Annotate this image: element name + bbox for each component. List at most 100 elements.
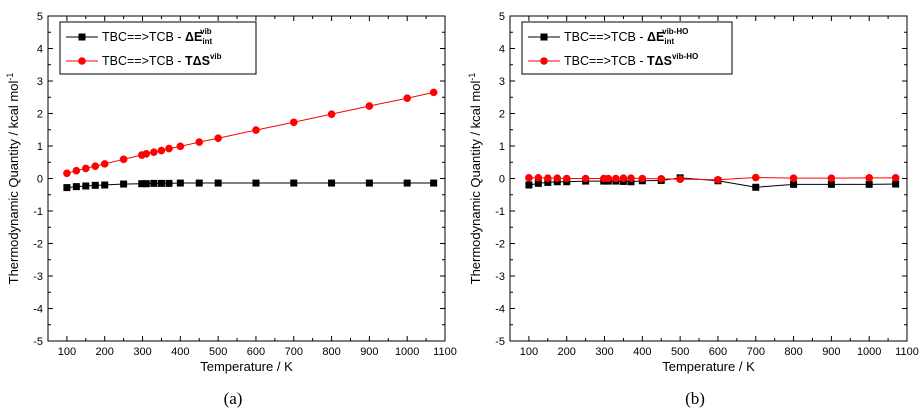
x-tick-label: 400 (633, 346, 651, 358)
y-axis-title-main: Thermodynamic Quantity / kcal mol (468, 81, 483, 285)
legend-label-plain: TBC==>TCB - (102, 54, 185, 68)
data-point (252, 126, 260, 134)
data-point (865, 174, 873, 182)
data-point (789, 174, 798, 182)
x-tick-label: 600 (709, 346, 727, 358)
data-point (827, 174, 836, 182)
y-tick-label: 3 (37, 76, 43, 88)
legend-label: TBC==>TCB - ΔEintvib-HO (564, 27, 688, 46)
data-point (892, 180, 900, 188)
y-tick-label: -1 (495, 206, 505, 218)
chart-panel-a: 100 200 300 400 500 600 700 800 900 1000 1100 -5 -4 -… (5, 11, 457, 374)
legend-label-symbol: ΔE (185, 30, 202, 44)
data-point (403, 94, 411, 103)
data-point (891, 174, 900, 182)
data-point (157, 179, 165, 187)
y-tick-label: -5 (495, 336, 505, 348)
legend-label-sup: vib (200, 27, 212, 36)
data-point (714, 176, 722, 184)
data-point (827, 180, 835, 188)
data-point (429, 88, 438, 97)
x-tick-label: 100 (58, 346, 76, 358)
data-point (534, 179, 542, 187)
data-point (214, 179, 222, 187)
y-tick-label: 1 (499, 141, 505, 153)
data-point (91, 162, 100, 170)
data-point (604, 174, 613, 183)
data-point (165, 144, 173, 153)
data-point (627, 174, 635, 182)
data-point (289, 118, 298, 127)
y-tick-label: 2 (499, 109, 505, 121)
data-point (195, 179, 203, 187)
legend-label-symbol: TΔS (647, 54, 672, 68)
x-tick-label: 300 (595, 346, 613, 358)
y-axis-title: Thermodynamic Quantity / kcal mol-1 (5, 73, 21, 285)
data-point (150, 179, 158, 187)
data-point (290, 179, 298, 187)
legend-label-plain: TBC==>TCB - (564, 54, 647, 68)
data-point (142, 180, 150, 188)
legend-label: TBC==>TCB - TΔSvib-HO (564, 52, 698, 68)
x-tick-label: 600 (247, 346, 265, 358)
y-tick-label: 0 (37, 174, 43, 186)
data-point (403, 179, 411, 187)
data-point (82, 164, 90, 173)
legend-label-symbol: TΔS (185, 54, 210, 68)
data-point (120, 180, 128, 188)
data-point (544, 178, 552, 186)
data-point (544, 174, 552, 182)
y-tick-label: 1 (37, 141, 43, 153)
x-tick-label: 800 (784, 346, 802, 358)
data-point (72, 183, 80, 191)
data-point (638, 174, 647, 183)
y-tick-label: 5 (37, 11, 43, 23)
legend-marker (78, 57, 86, 65)
data-point (790, 180, 798, 188)
data-point (327, 110, 336, 118)
data-point (619, 174, 628, 182)
legend-label-sup: vib-HO (672, 52, 698, 61)
data-point (534, 174, 543, 182)
x-tick-label: 1000 (395, 346, 419, 358)
data-point (581, 174, 590, 183)
legend-label-sup: vib-HO (662, 27, 688, 36)
data-point (165, 179, 173, 187)
legend-marker (540, 33, 548, 41)
data-point (82, 182, 90, 190)
y-axis-title-main: Thermodynamic Quantity / kcal mol (6, 81, 21, 285)
legend-label: TBC==>TCB - TΔSvib (102, 52, 222, 68)
x-axis-title: Temperature / K (662, 359, 755, 374)
data-point (657, 175, 666, 183)
data-point (553, 174, 562, 182)
data-point (525, 181, 533, 189)
y-tick-label: -4 (33, 304, 43, 316)
y-tick-label: -4 (495, 304, 505, 316)
y-tick-label: 3 (499, 76, 505, 88)
x-tick-label: 1000 (857, 346, 881, 358)
y-tick-label: -3 (495, 271, 505, 283)
data-point (365, 102, 374, 110)
data-point (865, 180, 873, 188)
data-point (142, 150, 151, 158)
chart-panel-b: 100 200 300 400 500 600 700 800 900 1000 1100 -5 -4 -… (467, 11, 919, 374)
data-point (365, 179, 373, 187)
y-tick-label: 4 (37, 44, 43, 56)
x-tick-label: 900 (822, 346, 840, 358)
legend-label: TBC==>TCB - ΔEintvib (102, 27, 212, 46)
y-axis-title-sup: -1 (5, 73, 15, 81)
data-point (328, 179, 336, 187)
data-point (751, 173, 760, 182)
x-tick-label: 100 (520, 346, 538, 358)
y-tick-label: -5 (33, 336, 43, 348)
data-point (63, 184, 71, 192)
panel-label-a: (a) (224, 389, 243, 408)
data-point (63, 169, 71, 178)
y-tick-label: -2 (495, 239, 505, 251)
data-point (72, 166, 81, 175)
data-point (119, 155, 128, 164)
data-point (612, 174, 620, 183)
